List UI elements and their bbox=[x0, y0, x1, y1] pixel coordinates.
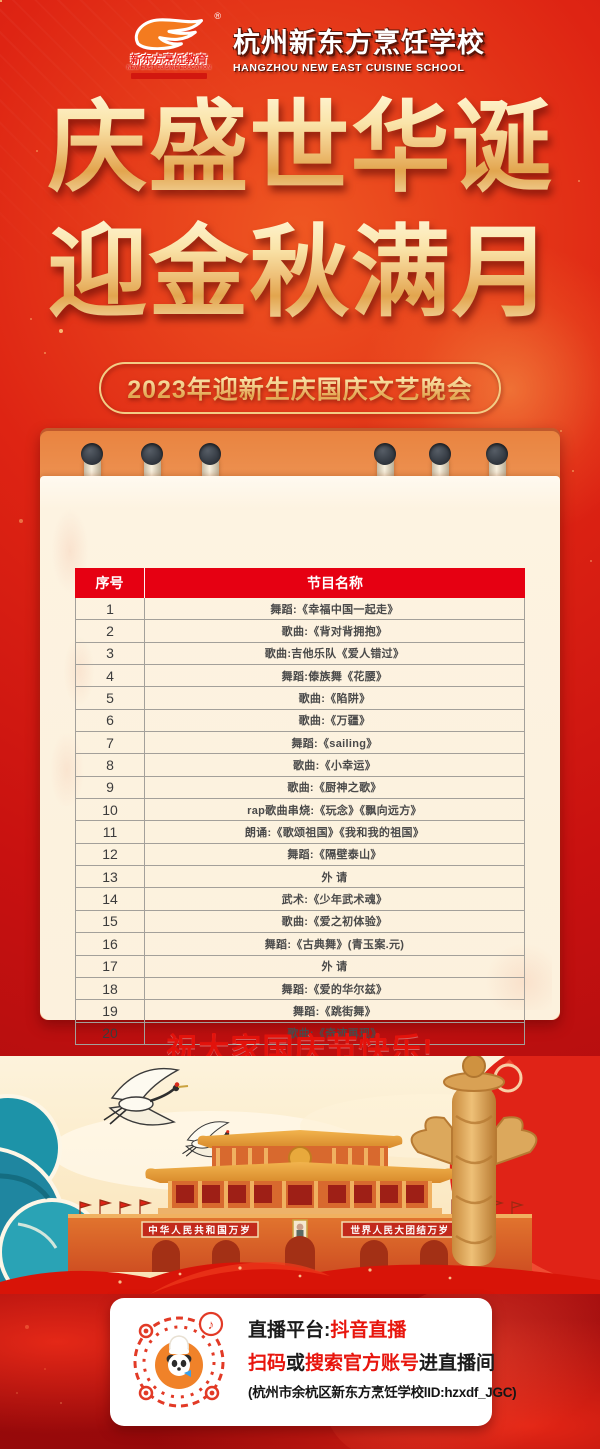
logo-text-en: NEW EAST CUISINE EDUCATION bbox=[127, 65, 211, 72]
col-header-no: 序号 bbox=[75, 568, 145, 598]
title-line-2: 迎金秋满月 bbox=[0, 211, 600, 336]
table-row: 9 歌曲:《厨神之歌》 bbox=[76, 776, 524, 800]
table-row: 4 舞蹈:傣族舞《花腰》 bbox=[76, 665, 524, 688]
qr-corner-dots bbox=[138, 1323, 220, 1401]
table-row: 3 歌曲:吉他乐队《爱人错过》 bbox=[76, 642, 524, 666]
event-subtitle: 2023年迎新生庆国庆文艺晚会 bbox=[99, 362, 501, 414]
douyin-note-badge bbox=[198, 1311, 224, 1337]
douyin-qr-code: ♪ bbox=[127, 1310, 231, 1414]
header: ® 新东方烹饪教育 NEW EAST CUISINE EDUCATION 杭州新… bbox=[0, 11, 600, 79]
diagonal-stripes-decor bbox=[0, 0, 260, 260]
table-body: 1 舞蹈:《幸福中国一起走》 2 歌曲:《背对背拥抱》 3 歌曲:吉他乐队《爱人错过》… bbox=[75, 598, 525, 1045]
main-title: 庆盛世华诞 迎金秋满月 bbox=[0, 86, 600, 336]
leaf-watermark bbox=[46, 506, 106, 806]
table-row: 6 歌曲:《万疆》 bbox=[76, 709, 524, 733]
banner-right-text: 世界人民大团结万岁 bbox=[350, 1225, 449, 1237]
live-stream-card: ♪ 直播平台:抖音直播 扫码或搜索官方账号进直播间 (杭州市余杭区新东方烹饪学校… bbox=[110, 1298, 517, 1426]
school-name-block: 杭州新东方烹饪学校 HANGZHOU NEW EAST CUISINE SCHO… bbox=[233, 21, 485, 74]
gate-arches bbox=[152, 1236, 448, 1272]
platform-value: 抖音直播 bbox=[330, 1320, 407, 1341]
school-logo: ® 新东方烹饪教育 NEW EAST CUISINE EDUCATION bbox=[115, 11, 223, 79]
title-line-1: 庆盛世华诞 bbox=[0, 86, 600, 211]
banner-left: 中华人民共和国万岁 bbox=[141, 1221, 259, 1238]
panda-chef-mascot-icon bbox=[166, 1335, 192, 1377]
huabiao-column-icon bbox=[410, 1056, 538, 1266]
crane-icon bbox=[103, 1067, 189, 1126]
table-row: 18 舞蹈:《爱的华尔兹》 bbox=[76, 977, 524, 1001]
table-row: 20 歌曲:《奇迹再现》 bbox=[76, 1022, 524, 1044]
notepad: 序号 节目名称 1 舞蹈:《幸福中国一起走》 2 歌曲:《背对背拥抱》 3 歌曲:吉他… bbox=[40, 428, 560, 1045]
table-row: 1 舞蹈:《幸福中国一起走》 bbox=[76, 598, 524, 621]
col-header-name: 节目名称 bbox=[307, 575, 363, 591]
table-row: 10 rap歌曲串烧:《玩念》《飘向远方》 bbox=[76, 799, 524, 822]
logo-swoosh-icon bbox=[134, 18, 203, 51]
red-mound-decor bbox=[0, 1261, 600, 1294]
table-row: 5 歌曲:《陷阱》 bbox=[76, 687, 524, 710]
registered-mark: ® bbox=[214, 11, 221, 21]
table-row: 17 外 请 bbox=[76, 955, 524, 978]
logo-red-strip bbox=[131, 72, 207, 79]
account-id-line: (杭州市余杭区新东方烹饪学校lID:hzxdf_JGC) bbox=[248, 1385, 517, 1400]
banner-right: 世界人民大团结万岁 bbox=[341, 1221, 459, 1238]
logo-text-cn: 新东方烹饪教育 bbox=[130, 53, 208, 66]
table-row: 19 舞蹈:《跳街舞》 bbox=[76, 1000, 524, 1023]
notepad-paper: 序号 节目名称 1 舞蹈:《幸福中国一起走》 2 歌曲:《背对背拥抱》 3 歌曲:吉他… bbox=[40, 476, 560, 1045]
table-row: 16 舞蹈:《古典舞》(青玉案.元) bbox=[76, 933, 524, 956]
banner-left-text: 中华人民共和国万岁 bbox=[148, 1225, 252, 1237]
table-row: 14 武术:《少年武术魂》 bbox=[76, 888, 524, 911]
table-row: 8 歌曲:《小幸运》 bbox=[76, 754, 524, 777]
platform-label: 直播平台: bbox=[248, 1320, 331, 1341]
platform-line: 直播平台:抖音直播 bbox=[248, 1314, 486, 1347]
program-table: 序号 节目名称 1 舞蹈:《幸福中国一起走》 2 歌曲:《背对背拥抱》 3 歌曲:吉他… bbox=[75, 568, 525, 1045]
live-stream-info: 直播平台:抖音直播 扫码或搜索官方账号进直播间 (杭州市余杭区新东方烹饪学校lI… bbox=[248, 1314, 517, 1406]
fireworks-sparkle-decor bbox=[0, 0, 2, 2]
table-row: 15 歌曲:《爱之初体验》 bbox=[76, 910, 524, 934]
table-row: 2 歌曲:《背对背拥抱》 bbox=[76, 620, 524, 643]
flower-watermark bbox=[482, 940, 552, 1010]
school-name-cn: 杭州新东方烹饪学校 bbox=[233, 27, 485, 58]
table-row: 13 外 请 bbox=[76, 866, 524, 889]
table-row: 7 舞蹈:《sailing》 bbox=[76, 732, 524, 755]
tiananmen-illustration: 中华人民共和国万岁 世界人民大团结万岁 bbox=[0, 1056, 600, 1294]
table-row: 11 朗诵:《歌颂祖国》《我和我的祖国》 bbox=[76, 821, 524, 844]
school-name-en: HANGZHOU NEW EAST CUISINE SCHOOL bbox=[233, 61, 465, 74]
table-row: 12 舞蹈:《隔壁泰山》 bbox=[76, 843, 524, 867]
music-note-icon: ♪ bbox=[208, 1317, 215, 1332]
table-header-row: 序号 节目名称 bbox=[75, 568, 525, 598]
scan-line: 扫码或搜索官方账号进直播间 bbox=[248, 1353, 496, 1374]
